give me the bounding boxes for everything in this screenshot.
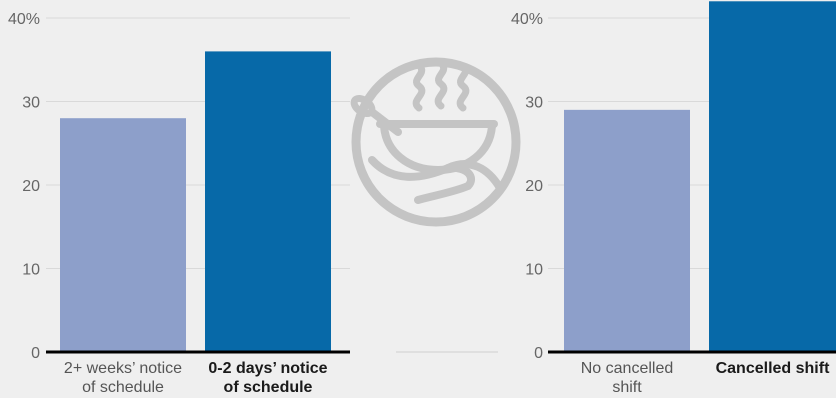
bar [60, 118, 186, 352]
category-label: of schedule [224, 379, 313, 396]
bar [564, 109, 690, 352]
category-label: of schedule [82, 379, 164, 396]
y-tick-label: 30 [22, 95, 40, 112]
bar [205, 51, 331, 353]
y-tick-label: 40% [511, 11, 543, 28]
y-tick-label: 10 [525, 262, 543, 279]
category-label: shift [612, 379, 642, 396]
y-tick-label: 20 [525, 178, 543, 195]
soup-bowl-icon [350, 57, 521, 227]
y-tick-label: 20 [22, 178, 40, 195]
category-label: 2+ weeks’ notice [64, 360, 182, 377]
bar [709, 1, 836, 353]
y-tick-label: 10 [22, 262, 40, 279]
chart-2: 0 10 20 30 40% No cancelled shift Cancelled shi… [396, 1, 836, 396]
y-tick-label: 30 [525, 95, 543, 112]
category-label: Cancelled shift [716, 360, 830, 377]
chart-1: 0 10 20 30 40% 2+ weeks’ notice of schedule 0-2… [8, 11, 350, 396]
y-tick-label: 0 [534, 345, 543, 362]
category-label: 0-2 days’ notice [208, 360, 327, 377]
y-tick-label: 0 [31, 345, 40, 362]
category-label: No cancelled [581, 360, 674, 377]
y-tick-label: 40% [8, 11, 40, 28]
